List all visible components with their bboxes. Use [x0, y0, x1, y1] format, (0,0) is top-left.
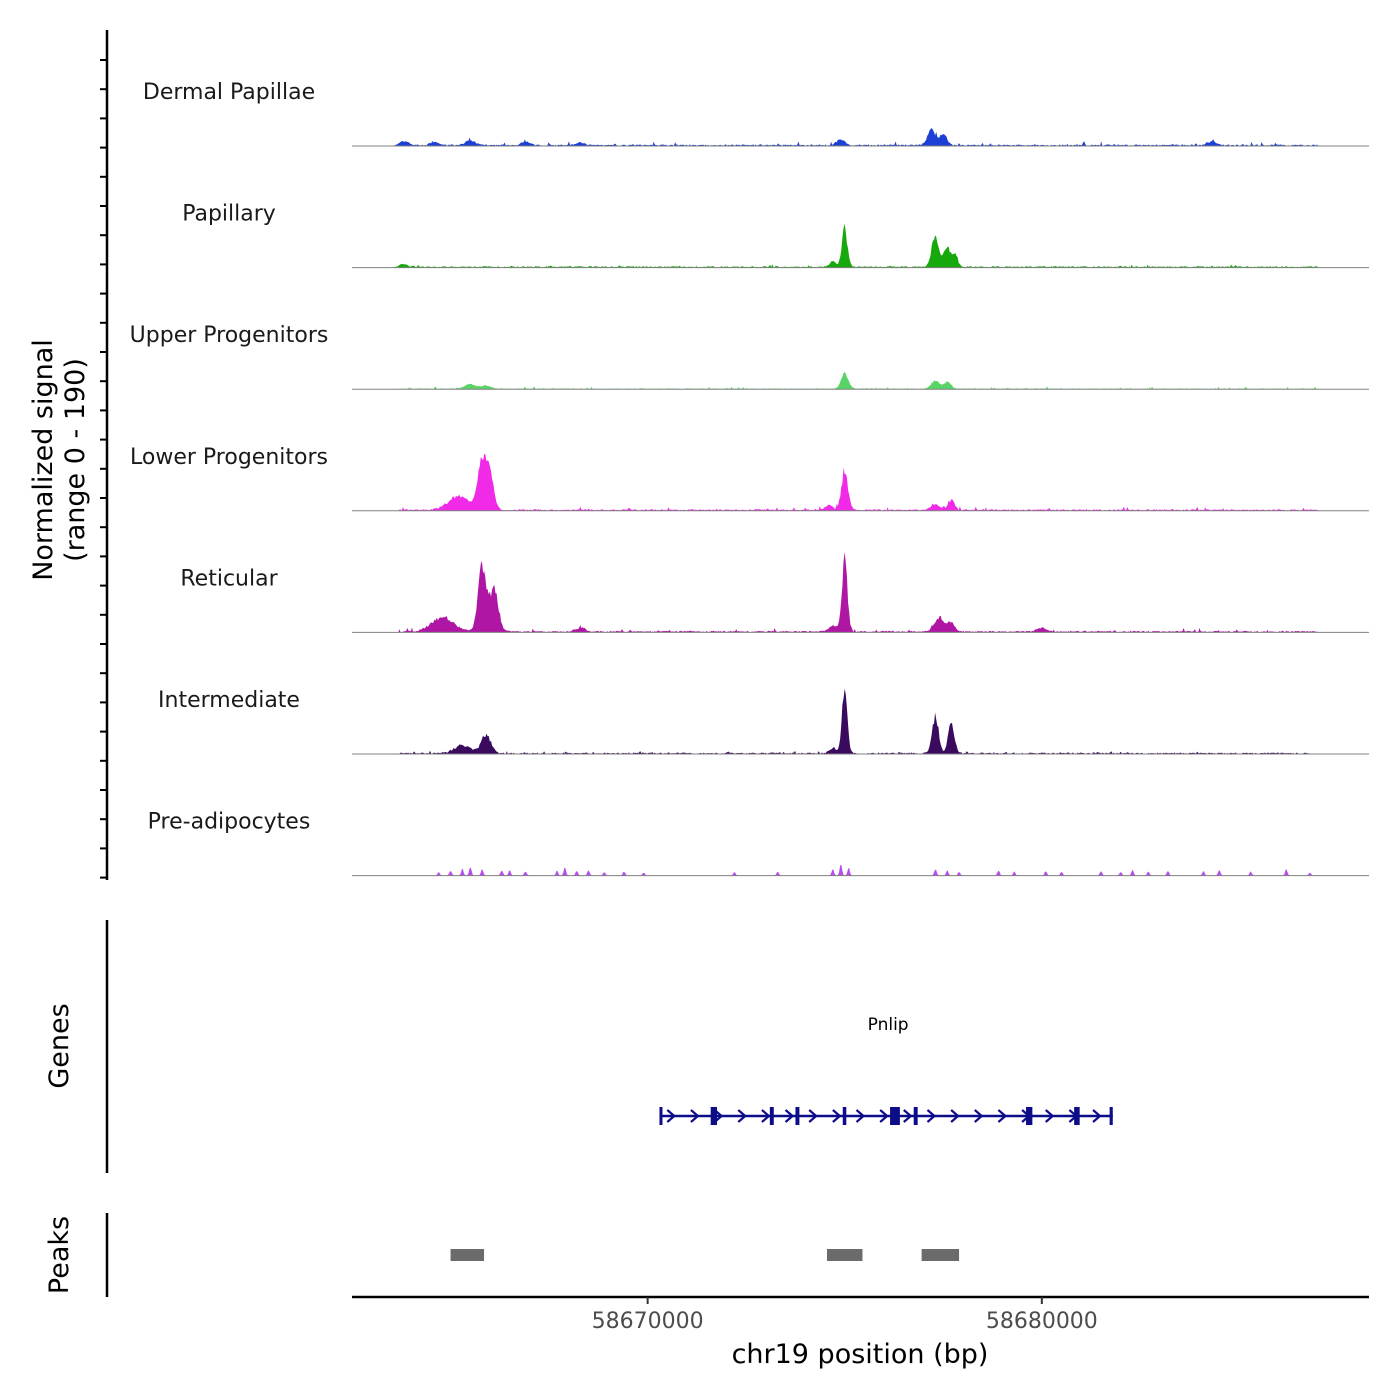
gene-exon — [1074, 1107, 1080, 1125]
strand-arrow — [997, 1109, 1008, 1123]
y-axis-title-line1: Normalized signal — [28, 339, 59, 581]
gene-exon — [1026, 1107, 1033, 1125]
coverage-area-dermal-papillae — [352, 128, 1369, 146]
strand-arrow — [1092, 1109, 1102, 1123]
coverage-area-upper-progenitors — [352, 371, 1369, 390]
gene-exon — [795, 1107, 800, 1125]
strand-arrow — [926, 1109, 937, 1123]
gene-exon — [710, 1107, 718, 1125]
strand-arrow — [737, 1109, 747, 1123]
left-axes — [100, 30, 109, 1297]
peaks-track — [450, 1249, 960, 1261]
strand-arrow — [903, 1109, 913, 1123]
gene-name-label: Pnlip — [868, 1015, 909, 1035]
coverage-area-lower-progenitors — [352, 454, 1369, 511]
strand-arrow — [690, 1109, 700, 1123]
coverage-tracks — [352, 128, 1369, 877]
track-label-dermal-papillae: Dermal Papillae — [143, 80, 315, 105]
coverage-area-intermediate — [352, 688, 1369, 754]
x-axis: 58670000 58680000 — [352, 1295, 1369, 1334]
strand-arrow — [974, 1109, 984, 1123]
strand-arrow — [666, 1109, 676, 1123]
coverage-area-pre-adipocytes — [352, 865, 1369, 876]
x-tick-label: 58670000 — [592, 1309, 704, 1334]
coverage-area-reticular — [352, 551, 1369, 633]
peaks-axis-title: Peaks — [44, 1216, 75, 1294]
gene-track: Pnlip — [659, 1015, 1113, 1125]
y-axis-title-line2: (range 0 - 190) — [60, 358, 91, 562]
track-label-intermediate: Intermediate — [158, 688, 300, 713]
track-label-upper-progenitors: Upper Progenitors — [130, 323, 329, 348]
peak-region — [921, 1249, 960, 1261]
gene-exon — [769, 1107, 774, 1125]
track-label-reticular: Reticular — [180, 566, 278, 591]
gene-exon — [659, 1107, 663, 1125]
track-label-lower-progenitors: Lower Progenitors — [130, 445, 328, 470]
peak-region — [826, 1249, 863, 1261]
strand-arrow — [808, 1109, 818, 1123]
strand-arrow — [1044, 1109, 1055, 1123]
x-axis-title: chr19 position (bp) — [732, 1339, 989, 1370]
peak-region — [450, 1249, 485, 1261]
strand-arrow — [855, 1109, 866, 1123]
coverage-area-papillary — [352, 223, 1369, 268]
genes-axis-title: Genes — [44, 1003, 75, 1088]
gene-exon — [913, 1107, 918, 1125]
gene-exon — [1109, 1107, 1113, 1125]
strand-arrow — [879, 1109, 889, 1123]
strand-arrow — [950, 1109, 960, 1123]
track-labels: Dermal Papillae Papillary Upper Progenitor… — [130, 80, 329, 835]
strand-arrow — [832, 1109, 842, 1123]
gene-exon — [842, 1107, 847, 1125]
gene-exon — [890, 1107, 900, 1125]
track-label-pre-adipocytes: Pre-adipocytes — [148, 810, 311, 835]
x-tick-label: 58680000 — [986, 1309, 1098, 1334]
strand-arrow — [784, 1109, 795, 1123]
strand-arrow — [761, 1109, 771, 1123]
track-label-papillary: Papillary — [182, 202, 276, 227]
